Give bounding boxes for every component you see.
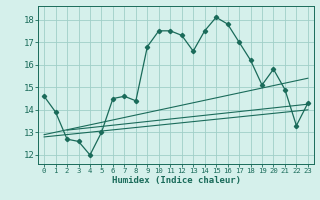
X-axis label: Humidex (Indice chaleur): Humidex (Indice chaleur) [111, 176, 241, 185]
